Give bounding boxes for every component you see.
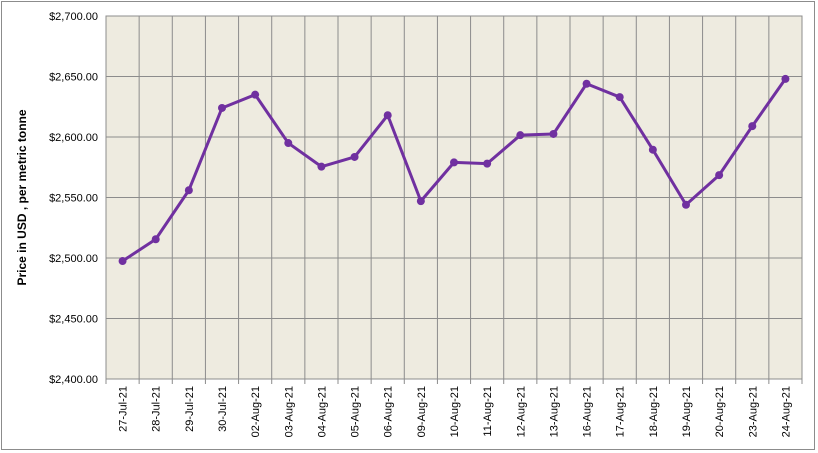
- y-tick-label: $2,500.00: [49, 253, 98, 265]
- x-tick-label: 16-Aug-21: [582, 386, 594, 437]
- x-tick-label: 24-Aug-21: [780, 386, 792, 437]
- grid-lines: [105, 15, 803, 384]
- y-tick-label: $2,600.00: [49, 132, 98, 144]
- y-tick-label: $2,550.00: [49, 193, 98, 205]
- x-tick-label: 11-Aug-21: [482, 386, 494, 437]
- x-tick-label: 19-Aug-21: [681, 386, 693, 437]
- x-tick-label: 29-Jul-21: [184, 386, 196, 432]
- x-tick-label: 10-Aug-21: [449, 386, 461, 437]
- y-tick-label: $2,650.00: [49, 72, 98, 84]
- data-point: [648, 145, 657, 154]
- x-tick-label: 02-Aug-21: [250, 386, 262, 437]
- x-tick-label: 04-Aug-21: [316, 386, 328, 437]
- data-point: [416, 197, 425, 206]
- y-axis-title: Price in USD , per metric tonne: [15, 109, 29, 285]
- data-point: [516, 131, 525, 140]
- data-point: [251, 90, 260, 99]
- x-tick-label: 13-Aug-21: [548, 386, 560, 437]
- x-tick-label: 05-Aug-21: [350, 386, 362, 437]
- data-point: [549, 129, 558, 138]
- data-point: [615, 93, 624, 102]
- data-point: [350, 152, 359, 161]
- data-point: [582, 79, 591, 88]
- data-point: [184, 186, 193, 195]
- data-point: [748, 122, 757, 131]
- data-point: [682, 200, 690, 209]
- data-point: [317, 162, 326, 171]
- data-point: [284, 139, 293, 148]
- x-tick-label: 06-Aug-21: [383, 386, 395, 437]
- y-tick-label: $2,450.00: [49, 314, 98, 326]
- data-point: [715, 171, 724, 180]
- x-tick-label: 12-Aug-21: [515, 386, 527, 437]
- data-point: [781, 74, 790, 83]
- data-point: [383, 111, 392, 120]
- y-tick-label: $2,400.00: [49, 374, 98, 386]
- x-tick-label: 17-Aug-21: [615, 386, 627, 437]
- x-tick-label: 28-Jul-21: [151, 386, 163, 432]
- data-point: [218, 103, 226, 112]
- y-tick-label: $2,700.00: [49, 11, 98, 23]
- data-point: [151, 235, 160, 244]
- x-tick-label: 18-Aug-21: [648, 386, 660, 437]
- x-tick-label: 03-Aug-21: [283, 386, 295, 437]
- x-tick-label: 20-Aug-21: [714, 386, 726, 437]
- data-point: [483, 159, 492, 168]
- data-point: [450, 158, 458, 167]
- x-tick-label: 30-Jul-21: [217, 386, 229, 432]
- x-tick-label: 09-Aug-21: [416, 386, 428, 437]
- x-tick-label: 23-Aug-21: [747, 386, 759, 437]
- data-point: [118, 257, 127, 266]
- data-points: [118, 74, 790, 266]
- x-tick-label: 27-Jul-21: [118, 386, 130, 432]
- y-axis-tick-labels: $2,400.00 $2,450.00 $2,500.00 $2,550.00 $2,6…: [49, 11, 98, 386]
- x-axis-tick-labels: 27-Jul-21 28-Jul-21 29-Jul-21 30-Jul-21 02-A…: [118, 386, 793, 437]
